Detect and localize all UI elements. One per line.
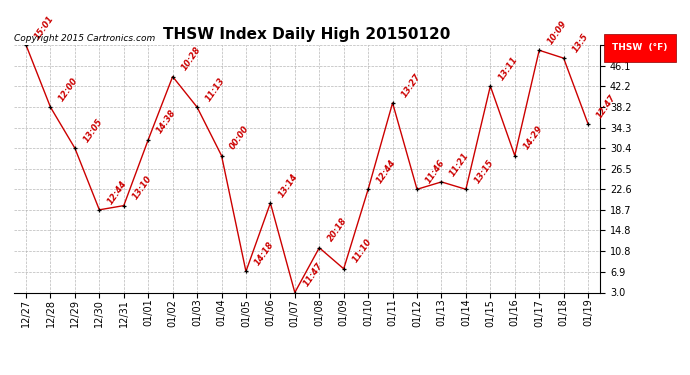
- Text: 12:44: 12:44: [375, 158, 398, 185]
- Point: [192, 104, 203, 110]
- Point: [363, 186, 374, 192]
- Point: [387, 100, 398, 106]
- Point: [533, 47, 544, 53]
- Text: 12:47: 12:47: [595, 93, 618, 120]
- Text: 20:18: 20:18: [326, 216, 349, 244]
- Text: 12:44: 12:44: [106, 178, 129, 206]
- Text: Copyright 2015 Cartronics.com: Copyright 2015 Cartronics.com: [14, 33, 155, 42]
- Point: [509, 153, 520, 159]
- Point: [143, 137, 154, 143]
- Text: 13:05: 13:05: [82, 117, 105, 144]
- Text: 00:00: 00:00: [228, 124, 251, 152]
- Point: [582, 121, 593, 127]
- Text: 14:29: 14:29: [522, 124, 544, 152]
- Point: [265, 200, 276, 206]
- Point: [21, 42, 32, 48]
- Point: [485, 83, 496, 89]
- Text: THSW  (°F): THSW (°F): [612, 44, 668, 52]
- Point: [314, 245, 325, 251]
- Text: 13:10: 13:10: [130, 174, 153, 201]
- Point: [216, 153, 227, 159]
- Point: [289, 290, 300, 296]
- Point: [70, 145, 81, 151]
- Text: 11:47: 11:47: [302, 261, 324, 288]
- Point: [460, 186, 471, 192]
- Text: 13:5: 13:5: [571, 32, 590, 54]
- Point: [45, 104, 56, 110]
- Text: 11:13: 11:13: [204, 76, 227, 103]
- Text: 12:00: 12:00: [57, 76, 80, 103]
- Text: 10:28: 10:28: [179, 45, 202, 72]
- Point: [240, 268, 251, 274]
- Text: 13:14: 13:14: [277, 172, 300, 199]
- Text: 15:01: 15:01: [33, 13, 56, 41]
- Text: 11:10: 11:10: [351, 237, 373, 265]
- Text: 13:27: 13:27: [400, 72, 422, 99]
- Point: [436, 179, 447, 185]
- Point: [94, 207, 105, 213]
- Text: 10:09: 10:09: [546, 19, 569, 46]
- Point: [411, 186, 422, 192]
- Text: 14:38: 14:38: [155, 108, 178, 136]
- Point: [558, 55, 569, 61]
- Text: 14:18: 14:18: [253, 240, 276, 267]
- Point: [338, 266, 349, 272]
- Text: 11:21: 11:21: [448, 151, 471, 178]
- Text: 11:46: 11:46: [424, 158, 446, 185]
- Text: 13:11: 13:11: [497, 55, 520, 82]
- Title: THSW Index Daily High 20150120: THSW Index Daily High 20150120: [164, 27, 451, 42]
- Point: [118, 202, 129, 208]
- Point: [167, 74, 178, 80]
- Text: 13:15: 13:15: [473, 158, 495, 185]
